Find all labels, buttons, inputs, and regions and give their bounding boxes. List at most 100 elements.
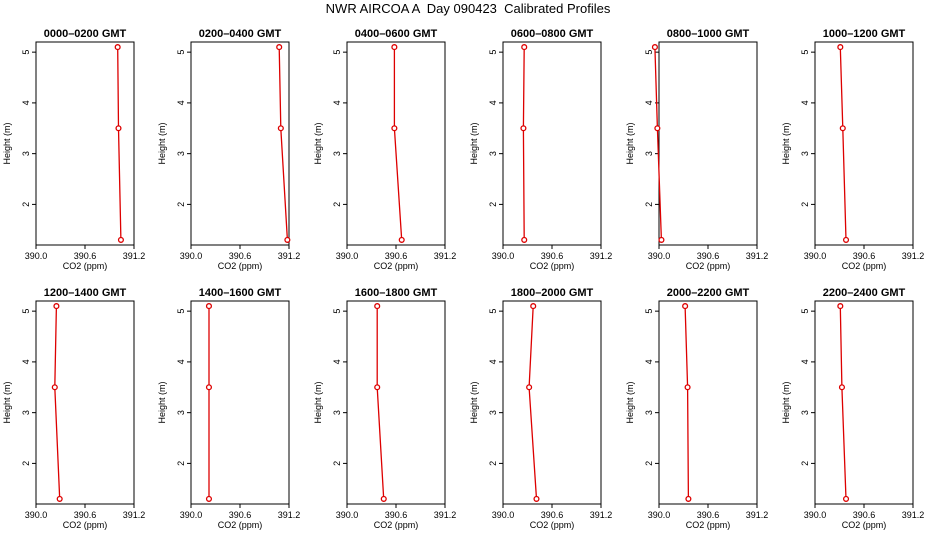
x-tick-label: 391.2 [590, 251, 613, 261]
x-tick-label: 391.2 [746, 251, 769, 261]
y-tick-label: 5 [800, 50, 810, 55]
x-tick-label: 390.0 [180, 510, 203, 520]
profile-panel-1: 0000–0200 GMT 390.0 390.6 391.2 CO2 (ppm) 2 3 4… [2, 28, 145, 271]
y-tick-label: 2 [176, 461, 186, 466]
x-tick-label: 390.0 [492, 510, 515, 520]
y-tick-label: 3 [800, 151, 810, 156]
x-tick-label: 391.2 [278, 510, 301, 520]
y-axis-label: Height (m) [2, 381, 12, 423]
panel-title: 0400–0600 GMT [355, 28, 438, 40]
y-tick-label: 2 [800, 461, 810, 466]
profile-panel-4: 0600–0800 GMT 390.0 390.6 391.2 CO2 (ppm) 2 3 4… [469, 28, 612, 271]
data-point [117, 236, 124, 243]
profile-line [839, 306, 847, 499]
x-axis-label: CO2 (ppm) [63, 261, 108, 271]
data-point [374, 303, 381, 310]
x-tick-label: 391.2 [278, 251, 301, 261]
y-axis-label: Height (m) [781, 122, 791, 164]
profile-line [528, 306, 538, 499]
y-axis-label: Height (m) [157, 122, 167, 164]
y-tick-label: 5 [332, 309, 342, 314]
y-tick-label: 4 [644, 359, 654, 364]
y-axis-label: Height (m) [157, 381, 167, 423]
plot-frame [190, 300, 290, 505]
x-tick-label: 390.0 [336, 251, 359, 261]
y-tick-label: 4 [800, 359, 810, 364]
data-point [837, 303, 844, 310]
data-point [380, 495, 387, 502]
y-tick-label: 5 [644, 309, 654, 314]
data-point [205, 303, 213, 310]
data-point [837, 44, 844, 51]
data-point [56, 495, 63, 502]
panel-title: 0200–0400 GMT [199, 28, 282, 40]
panel-title: 1800–2000 GMT [511, 287, 594, 299]
y-axis-label: Height (m) [469, 381, 479, 423]
data-point [839, 125, 846, 132]
plot-frame [346, 300, 446, 505]
data-point [53, 303, 60, 310]
y-tick-label: 4 [176, 359, 186, 364]
x-tick-label: 390.6 [853, 510, 876, 520]
y-tick-label: 2 [332, 461, 342, 466]
data-point [526, 384, 533, 391]
data-point [205, 384, 213, 391]
profile-line [684, 306, 690, 499]
x-tick-label: 390.6 [74, 510, 97, 520]
y-tick-label: 5 [21, 309, 31, 314]
x-tick-label: 390.0 [648, 251, 671, 261]
y-tick-label: 3 [644, 151, 654, 156]
plot-frame [814, 41, 914, 246]
x-axis-label: CO2 (ppm) [63, 520, 108, 530]
x-axis-label: CO2 (ppm) [374, 520, 419, 530]
plot-frame [658, 41, 758, 246]
y-tick-label: 3 [21, 151, 31, 156]
panel-title: 2200–2400 GMT [823, 287, 906, 299]
x-tick-label: 390.6 [229, 510, 252, 520]
y-tick-label: 2 [800, 202, 810, 207]
data-point [530, 303, 537, 310]
plot-frame [502, 300, 602, 505]
x-axis-label: CO2 (ppm) [218, 261, 263, 271]
panel-title: 1400–1600 GMT [199, 287, 282, 299]
data-point [115, 125, 122, 132]
x-tick-label: 391.2 [123, 510, 146, 520]
panel-title: 0000–0200 GMT [44, 28, 127, 40]
x-tick-label: 390.0 [492, 251, 515, 261]
x-tick-label: 390.6 [385, 510, 408, 520]
plot-frame [190, 41, 290, 246]
profile-line [117, 47, 122, 240]
data-point [277, 125, 284, 132]
data-point [205, 495, 213, 502]
data-point [685, 495, 692, 502]
panel-title: 1000–1200 GMT [823, 28, 906, 40]
data-point [398, 236, 405, 243]
data-point [114, 44, 121, 51]
y-tick-label: 5 [488, 50, 498, 55]
y-tick-label: 5 [488, 309, 498, 314]
y-tick-label: 4 [488, 100, 498, 105]
x-axis-label: CO2 (ppm) [374, 261, 419, 271]
profile-line [278, 47, 289, 240]
y-tick-label: 5 [332, 50, 342, 55]
profile-panel-2: 0200–0400 GMT 390.0 390.6 391.2 CO2 (ppm) 2 3 4… [157, 28, 300, 271]
y-tick-label: 4 [488, 359, 498, 364]
x-tick-label: 390.0 [180, 251, 203, 261]
y-tick-label: 2 [176, 202, 186, 207]
x-tick-label: 390.6 [541, 251, 564, 261]
x-tick-label: 390.6 [541, 510, 564, 520]
data-point [842, 495, 850, 502]
y-axis-label: Height (m) [313, 122, 323, 164]
y-tick-label: 2 [488, 202, 498, 207]
y-tick-label: 5 [176, 309, 186, 314]
x-tick-label: 390.0 [648, 510, 671, 520]
data-point [391, 125, 398, 132]
x-tick-label: 390.6 [74, 251, 97, 261]
y-tick-label: 3 [176, 151, 186, 156]
profile-panel-5: 0800–1000 GMT 390.0 390.6 391.2 CO2 (ppm) 2 3 4… [625, 28, 768, 271]
y-tick-label: 2 [21, 461, 31, 466]
y-axis-label: Height (m) [625, 381, 635, 423]
profile-panel-10: 1800–2000 GMT 390.0 390.6 391.2 CO2 (ppm) 2 3 4… [469, 287, 612, 530]
x-axis-label: CO2 (ppm) [686, 520, 731, 530]
